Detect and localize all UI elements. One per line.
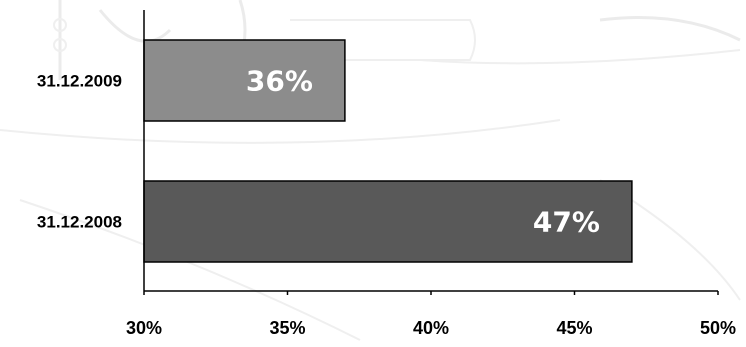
x-tick-label: 30% bbox=[126, 318, 162, 338]
x-tick-label: 35% bbox=[269, 318, 305, 338]
category-label: 31.12.2008 bbox=[37, 213, 122, 232]
x-axis-ticks: 30% 35% 40% 45% 50% bbox=[126, 291, 736, 338]
x-tick-label: 50% bbox=[700, 318, 736, 338]
x-tick-label: 45% bbox=[556, 318, 592, 338]
y-axis-categories: 31.12.2009 31.12.2008 bbox=[37, 72, 122, 232]
bar bbox=[143, 180, 633, 263]
x-tick-label: 40% bbox=[413, 318, 449, 338]
bar bbox=[143, 39, 346, 122]
bars: 36% 47% bbox=[143, 39, 633, 263]
category-label: 31.12.2009 bbox=[37, 72, 122, 91]
bar-data-label: 47% bbox=[533, 206, 600, 239]
bar-data-label: 36% bbox=[246, 65, 313, 98]
